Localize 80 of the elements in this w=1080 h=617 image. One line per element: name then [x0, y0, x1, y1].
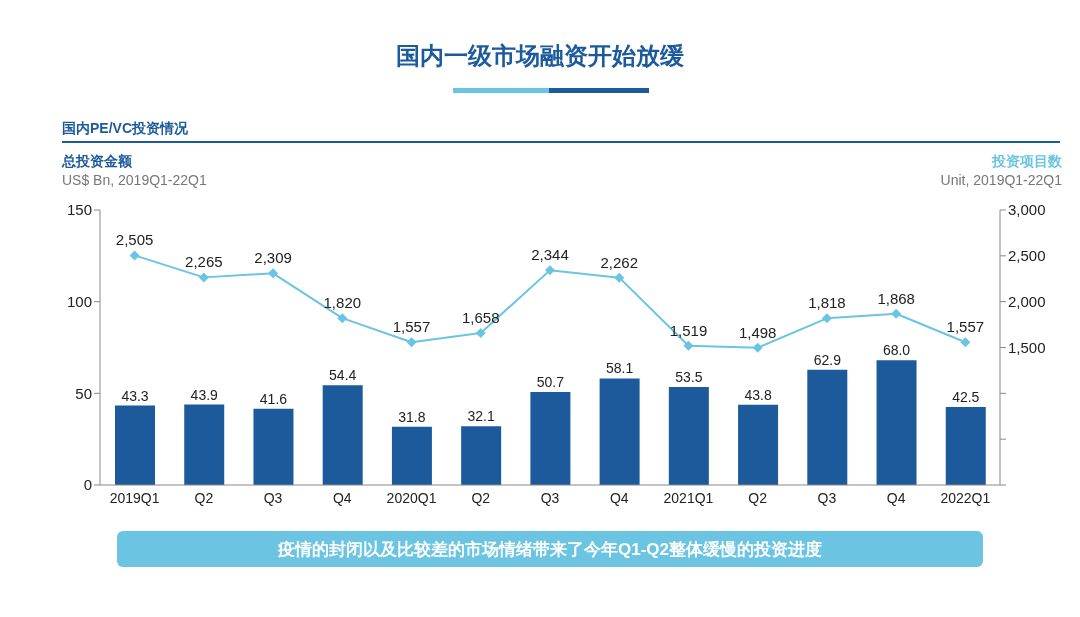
bar	[461, 426, 502, 485]
data-label: 43.8	[744, 386, 772, 403]
point	[545, 265, 555, 276]
data-label: 2,262	[600, 253, 638, 271]
x-tick-label: Q2	[471, 489, 491, 506]
y2-tick-label: 1,500	[1008, 338, 1046, 356]
bar	[668, 386, 709, 485]
data-label: 41.6	[259, 390, 288, 407]
data-label: 58.1	[605, 360, 634, 377]
data-label: 2,265	[185, 253, 223, 271]
y-axis-title: 总投资金额	[62, 153, 132, 171]
x-tick-label: Q3	[817, 489, 837, 506]
bar	[322, 385, 363, 485]
point	[475, 328, 486, 339]
point	[752, 342, 763, 353]
bar	[945, 407, 986, 485]
x-tick-label: 2021Q1	[663, 489, 714, 506]
point	[129, 250, 140, 261]
y-tick-label: 150	[66, 201, 92, 219]
data-label: 43.3	[121, 387, 149, 404]
data-label: 32.1	[467, 408, 495, 425]
bar	[391, 426, 432, 485]
y-tick-label: 50	[75, 384, 92, 402]
x-tick-label: 2019Q1	[109, 489, 160, 506]
data-label: 68.0	[882, 342, 911, 359]
x-tick-label: Q4	[886, 489, 906, 506]
point	[683, 340, 694, 351]
bar	[253, 408, 294, 485]
y2-axis-title: 投资项目数	[992, 153, 1062, 171]
point	[891, 308, 902, 319]
x-tick-label: Q4	[332, 489, 352, 506]
data-label: 1,820	[323, 294, 362, 312]
x-tick-label: 2020Q1	[386, 489, 437, 506]
y2-tick-label: 2,500	[1008, 247, 1046, 265]
y-tick-label: 0	[83, 476, 92, 494]
point	[406, 337, 417, 348]
y2-tick-label: 2,000	[1008, 292, 1046, 310]
data-label: 1,557	[946, 318, 985, 336]
bar	[738, 404, 779, 485]
point	[960, 337, 971, 348]
data-label: 42.5	[952, 389, 980, 406]
chart-title: 国内一级市场融资开始放缓	[395, 41, 685, 71]
x-tick-label: Q3	[540, 489, 560, 506]
data-label: 2,505	[115, 231, 154, 249]
x-tick-label: Q3	[263, 489, 283, 506]
data-label: 1,658	[462, 309, 500, 327]
x-tick-label: Q2	[748, 489, 768, 506]
data-label: 62.9	[813, 351, 842, 368]
text: 疫情的封闭以及比较差的市场情绪带来了今年Q1-Q2整体缓慢的投资进度	[117, 531, 983, 567]
text: Unit, 2019Q1-22Q1	[940, 172, 1062, 188]
data-label: 2,344	[531, 246, 569, 264]
x-tick-label: 2022Q1	[940, 489, 991, 506]
data-label: 50.7	[536, 374, 565, 391]
text: US$ Bn, 2019Q1-22Q1	[62, 172, 207, 188]
point	[268, 268, 279, 279]
data-label: 1,818	[808, 294, 846, 312]
bar	[115, 405, 155, 485]
y-tick-label: 100	[66, 292, 92, 310]
point	[821, 313, 832, 324]
bar	[876, 360, 917, 485]
data-label: 54.4	[329, 367, 357, 384]
data-label: 1,519	[669, 321, 708, 339]
data-label: 1,498	[738, 323, 777, 341]
data-label: 1,557	[392, 318, 431, 336]
bar	[807, 369, 848, 485]
x-tick-label: Q2	[194, 489, 214, 506]
data-label: 1,868	[877, 289, 915, 307]
point	[198, 272, 209, 283]
data-label: 2,309	[254, 249, 292, 267]
data-label: 43.9	[190, 386, 219, 403]
x-tick-label: Q4	[609, 489, 629, 506]
y2-tick-label: 3,000	[1008, 201, 1046, 219]
chart-subtitle: 国内PE/VC投资情况	[62, 120, 189, 138]
point	[614, 272, 625, 283]
bar	[599, 378, 640, 485]
point	[337, 313, 348, 324]
data-label: 53.5	[675, 368, 703, 385]
bar	[184, 404, 225, 485]
data-label: 31.8	[398, 408, 426, 425]
bar	[530, 392, 571, 485]
